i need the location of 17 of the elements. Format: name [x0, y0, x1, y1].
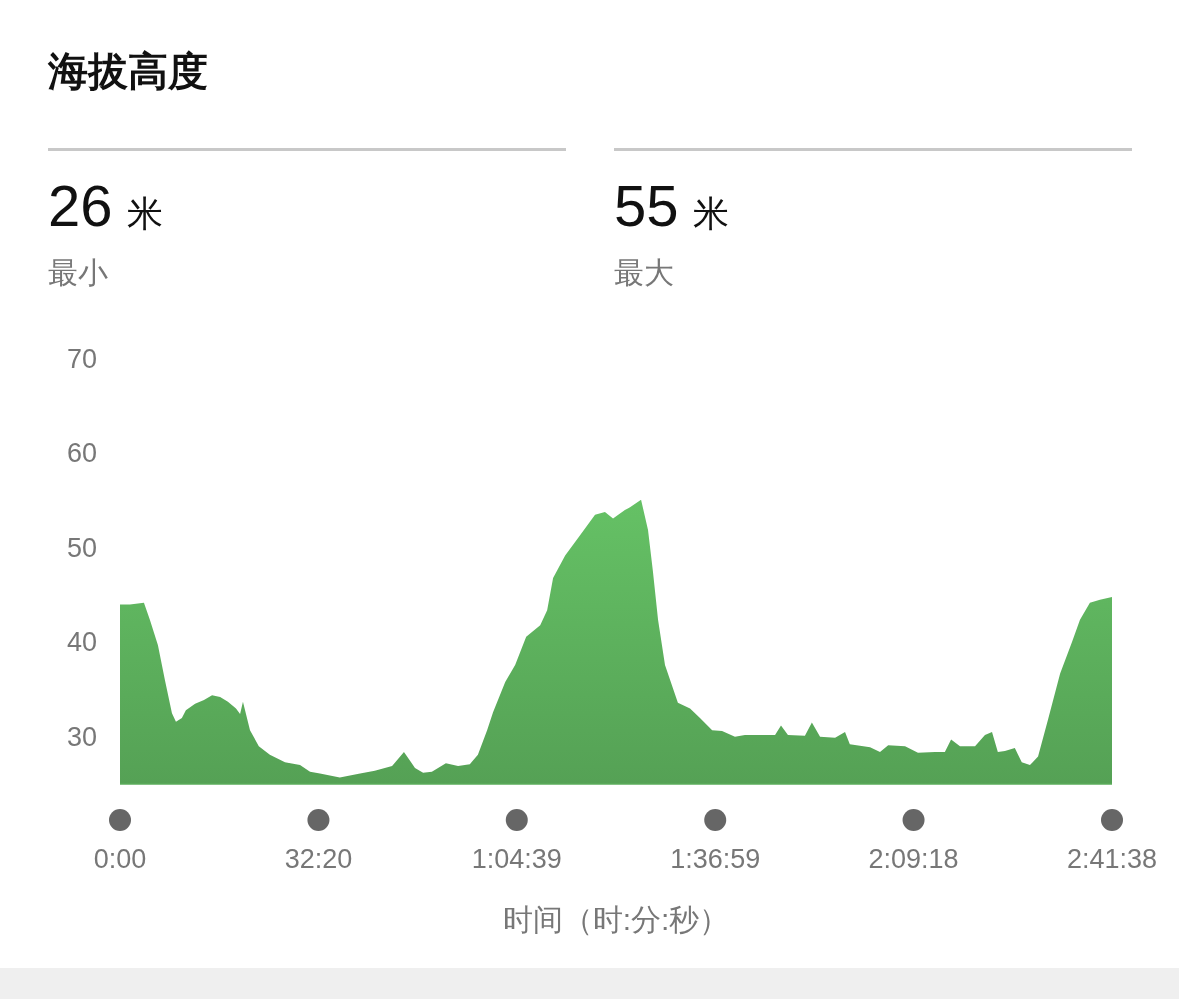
x-tick-label: 2:09:18 [868, 844, 959, 874]
x-tick-label: 1:36:59 [670, 844, 761, 874]
text: 最小 [48, 256, 108, 289]
x-tick-label: 32:20 [284, 844, 353, 874]
y-tick-label: 50 [66, 532, 98, 563]
text: 26 米 [48, 173, 163, 238]
x-axis-title: 时间（时:分:秒） [502, 903, 730, 936]
y-tick-label: 60 [66, 438, 98, 469]
x-tick-label: 0:00 [93, 844, 147, 874]
x-tick-label: 2:41:38 [1066, 844, 1158, 874]
x-tick-label: 1:04:39 [471, 844, 562, 874]
y-tick-label: 30 [66, 721, 98, 752]
text: 55 米 [614, 173, 729, 238]
y-tick-label: 70 [66, 344, 98, 374]
y-tick-label: 40 [66, 627, 98, 658]
chart-title: 海拔高度 [47, 49, 208, 93]
text: 最大 [614, 256, 674, 289]
